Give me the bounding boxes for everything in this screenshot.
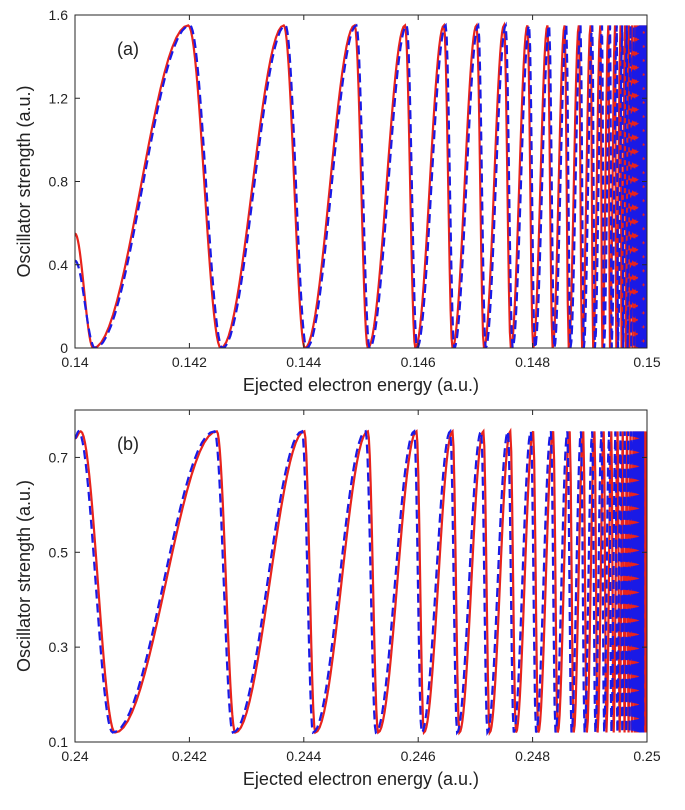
- panel-a-y-axis-title: Oscillator strength (a.u.): [14, 85, 34, 277]
- panel-b-x-tick-label: 0.246: [401, 748, 436, 764]
- panel-b-series-solid-red: [75, 427, 647, 737]
- panel-a-y-tick-label: 0: [60, 340, 68, 356]
- panel-b-y-tick-label: 0.7: [49, 449, 69, 465]
- panel-b-x-tick-label: 0.244: [286, 748, 321, 764]
- panel-b-x-tick-label: 0.24: [61, 748, 88, 764]
- panel-b-x-axis-title: Ejected electron energy (a.u.): [243, 769, 479, 789]
- panel-b-chart: 0.24 0.242 0.244 0.246 0.248 0.25 0.1 0.3 0.5 0.7…: [14, 409, 661, 789]
- panel-a-label: (a): [117, 39, 139, 59]
- panel-b-series-dashed-blue: [75, 427, 645, 737]
- panel-b-x-tick-label: 0.242: [172, 748, 207, 764]
- panel-a-x-tick-label: 0.146: [401, 354, 436, 370]
- panel-b-y-axis-title: Oscillator strength (a.u.): [14, 480, 34, 672]
- panel-a-x-tick-label: 0.148: [515, 354, 550, 370]
- panel-a-series-dashed-blue: [75, 21, 647, 348]
- panel-b-axes-frame: [74, 409, 648, 743]
- panel-b-x-tick-label: 0.248: [515, 748, 550, 764]
- panel-a-y-tick-label: 1.6: [49, 7, 69, 23]
- panel-a-x-tick-label: 0.14: [61, 354, 88, 370]
- panel-b-y-tick-label: 0.3: [49, 639, 69, 655]
- panel-b-label: (b): [117, 434, 139, 454]
- panel-a-y-tick-label: 1.2: [49, 90, 69, 106]
- panel-a-x-tick-label: 0.144: [286, 354, 321, 370]
- panel-a-x-tick-label: 0.142: [172, 354, 207, 370]
- panel-a-y-tick-label: 0.8: [49, 174, 69, 190]
- panel-b-x-tick-label: 0.25: [633, 748, 660, 764]
- panel-b-y-tick-label: 0.5: [49, 544, 69, 560]
- panel-a-x-tick-label: 0.15: [633, 354, 660, 370]
- panel-a-y-tick-label: 0.4: [49, 257, 69, 273]
- panel-a-x-axis-title: Ejected electron energy (a.u.): [243, 375, 479, 395]
- panel-b-y-tick-label: 0.1: [49, 734, 69, 750]
- panel-a-chart: 0.14 0.142 0.144 0.146 0.148 0.15 0 0.4 0.8 1.2 1.…: [14, 7, 661, 395]
